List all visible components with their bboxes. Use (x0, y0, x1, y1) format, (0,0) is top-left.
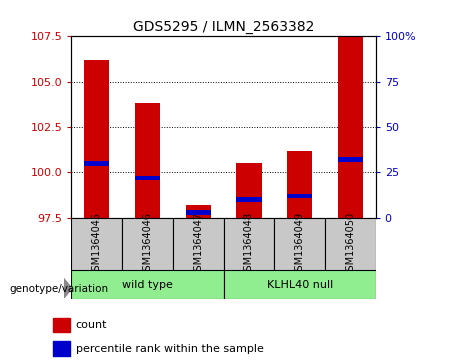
Bar (53, 318, 70, 332)
Bar (236, 163, 262, 218)
Text: KLHL40 null: KLHL40 null (266, 280, 333, 290)
Bar (274, 218, 325, 270)
Bar (224, 218, 274, 270)
Text: GSM1364049: GSM1364049 (295, 212, 305, 277)
Text: GSM1364048: GSM1364048 (244, 212, 254, 277)
Text: GSM1364047: GSM1364047 (193, 212, 203, 277)
Bar (84, 161, 110, 166)
Bar (337, 36, 363, 218)
Text: GSM1364050: GSM1364050 (345, 212, 355, 277)
Text: GSM1364046: GSM1364046 (142, 212, 153, 277)
Text: count: count (76, 320, 107, 330)
Bar (287, 194, 313, 198)
Bar (287, 151, 313, 218)
Polygon shape (64, 278, 72, 298)
Bar (236, 197, 262, 202)
Bar (135, 176, 160, 180)
Text: percentile rank within the sample: percentile rank within the sample (76, 343, 264, 354)
Bar (71, 218, 122, 270)
Bar (84, 60, 110, 218)
Text: genotype/variation: genotype/variation (9, 284, 108, 294)
Bar (337, 158, 363, 162)
Bar (53, 342, 70, 356)
Text: GSM1364045: GSM1364045 (92, 212, 102, 277)
Bar (122, 218, 173, 270)
Text: wild type: wild type (122, 280, 173, 290)
Title: GDS5295 / ILMN_2563382: GDS5295 / ILMN_2563382 (133, 20, 314, 34)
Bar (71, 270, 224, 299)
Bar (185, 210, 211, 215)
Bar (135, 103, 160, 218)
Bar (185, 205, 211, 218)
Bar (325, 218, 376, 270)
Bar (224, 270, 376, 299)
Bar (173, 218, 224, 270)
